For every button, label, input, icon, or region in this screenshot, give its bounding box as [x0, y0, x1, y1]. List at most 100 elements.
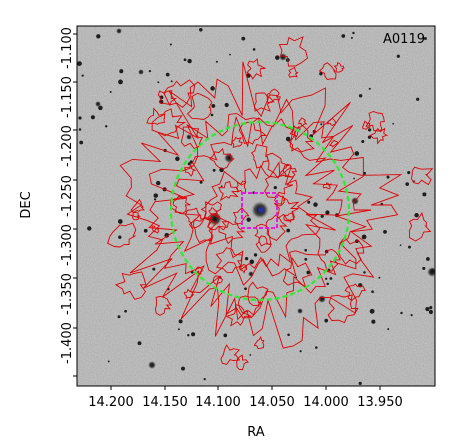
x-axis-label: RA [247, 425, 265, 440]
star [117, 219, 123, 224]
star [156, 180, 161, 186]
star [329, 277, 333, 280]
contour-line [282, 163, 297, 178]
star [429, 306, 433, 310]
star [138, 69, 144, 75]
star [299, 350, 302, 353]
star [249, 354, 252, 356]
star [341, 34, 346, 38]
star [187, 334, 190, 337]
contour-line [200, 201, 223, 221]
contour-line [157, 90, 178, 105]
star [371, 290, 374, 294]
star [297, 308, 303, 314]
star [426, 257, 430, 261]
contour-line [251, 144, 269, 169]
contour-line [218, 220, 246, 245]
contour-line [318, 62, 337, 80]
star [244, 256, 249, 261]
contour-line [288, 66, 299, 78]
star [96, 34, 101, 39]
contour-line [184, 207, 205, 228]
star [369, 308, 375, 314]
star [210, 113, 214, 117]
contour-line [410, 166, 434, 186]
star [378, 276, 381, 279]
star [78, 116, 82, 120]
contour-line [194, 266, 204, 276]
contour-line [288, 125, 315, 153]
contour-line [130, 198, 145, 213]
star [361, 139, 365, 144]
star [279, 53, 287, 61]
star [187, 162, 191, 166]
star [157, 81, 160, 84]
red-contours [107, 36, 434, 371]
star [405, 182, 410, 186]
plot-frame [76, 25, 436, 387]
star [220, 185, 223, 187]
contour-line [246, 58, 266, 80]
star [392, 122, 395, 125]
x-tick-label: 14.050 [249, 395, 295, 410]
contour-line [231, 136, 243, 149]
contour-line [114, 271, 147, 300]
star [324, 318, 329, 323]
star [304, 257, 308, 261]
y-tick-label: -1.200 [60, 125, 75, 167]
star [320, 214, 324, 218]
star [124, 309, 127, 313]
contour-line [236, 354, 249, 371]
star [229, 53, 231, 56]
y-ticks [73, 33, 77, 377]
star [425, 307, 430, 312]
star [170, 80, 173, 83]
star [212, 168, 216, 172]
star [199, 28, 203, 32]
star [177, 328, 180, 331]
contour-line [169, 115, 343, 286]
y-tick-label: -1.100 [60, 27, 75, 69]
contour-line [163, 79, 196, 109]
star [183, 58, 187, 62]
x-tick-label: 14.200 [88, 395, 134, 410]
star [361, 234, 367, 240]
x-tick-label: 14.100 [195, 395, 241, 410]
contour-line [146, 107, 166, 125]
green-circle-overlay [169, 120, 351, 302]
star [383, 229, 387, 234]
contour-line [297, 117, 308, 126]
star [224, 102, 229, 108]
star [143, 228, 148, 233]
star [319, 71, 323, 76]
contour-line [151, 225, 160, 234]
star [252, 48, 256, 51]
contour-line [365, 111, 385, 132]
star [387, 328, 390, 331]
contour-line [218, 181, 240, 202]
star [148, 69, 152, 73]
star [309, 134, 314, 138]
contour-line [212, 275, 223, 285]
star [368, 87, 371, 90]
contour-line [183, 288, 195, 300]
contour-line [282, 256, 313, 288]
star [306, 270, 311, 275]
star [353, 177, 355, 180]
star [152, 267, 156, 271]
star [104, 125, 108, 128]
star [87, 226, 92, 231]
star [181, 366, 185, 371]
star [307, 200, 311, 204]
star [241, 36, 246, 41]
star [422, 266, 426, 270]
contour-line [215, 247, 243, 274]
star [386, 175, 390, 179]
star [410, 314, 413, 317]
star [117, 315, 121, 319]
star [358, 94, 363, 98]
star [367, 128, 372, 132]
star [211, 103, 216, 108]
y-tick-label: -1.300 [60, 224, 75, 266]
y-tick-label: -1.350 [60, 273, 75, 315]
